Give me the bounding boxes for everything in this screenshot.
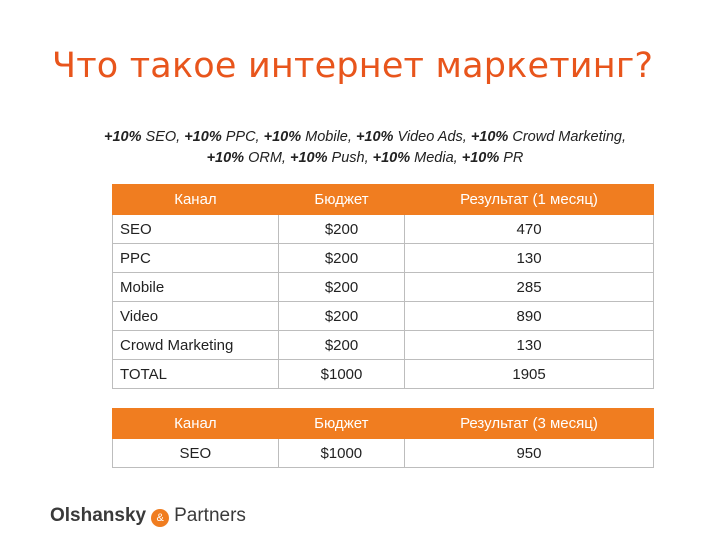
subtitle-label: Push, <box>327 150 373 166</box>
slide-title: Что такое интернет маркетинг? <box>52 46 654 86</box>
table-row: SEO $1000 950 <box>112 438 655 468</box>
subtitle-item: +10% PR <box>462 150 524 166</box>
subtitle-pct: +10% <box>263 129 302 145</box>
cell-result: 470 <box>404 214 654 244</box>
subtitle-label: PPC, <box>221 129 264 145</box>
subtitle-label: SEO, <box>141 129 185 145</box>
table-row: PPC $200 130 <box>112 243 654 273</box>
cell-channel: SEO <box>112 214 279 244</box>
cell-budget: $200 <box>277 301 406 331</box>
subtitle-line-1: +10% SEO, +10% PPC, +10% Mobile, +10% Vi… <box>60 127 670 148</box>
subtitle-item: +10% PPC, <box>184 129 263 145</box>
column-header-result: Результат (1 месяц) <box>404 184 654 215</box>
subtitle-pct: +10% <box>355 129 394 145</box>
cell-channel: TOTAL <box>112 359 279 389</box>
cell-result: 130 <box>404 330 654 360</box>
subtitle-label: Media, <box>410 150 462 166</box>
table-row-total: TOTAL $1000 1905 <box>112 359 654 389</box>
subtitle-pct: +10% <box>290 150 328 166</box>
cell-channel: SEO <box>112 438 279 468</box>
subtitle-item: +10% Video Ads, <box>356 129 471 145</box>
subtitle-label: Crowd Marketing, <box>508 129 626 145</box>
subtitle-pct: +10% <box>184 129 222 145</box>
column-header-channel: Канал <box>112 408 279 439</box>
subtitle-item: +10% SEO, <box>104 129 184 145</box>
table-row: Crowd Marketing $200 130 <box>112 330 654 360</box>
cell-channel: Crowd Marketing <box>112 330 279 360</box>
company-logo: Olshansky & Partners <box>50 500 246 532</box>
cell-channel: Video <box>112 301 279 331</box>
cell-result: 130 <box>404 243 654 273</box>
column-header-budget: Бюджет <box>277 184 406 215</box>
column-header-budget: Бюджет <box>277 408 405 439</box>
logo-name: Olshansky <box>50 505 147 526</box>
cell-budget: $200 <box>277 272 406 302</box>
subtitle-item: +10% Push, <box>290 150 373 166</box>
cell-result: 950 <box>403 438 655 468</box>
subtitle-pct: +10% <box>461 150 500 166</box>
cell-budget: $1000 <box>277 438 405 468</box>
subtitle-pct: +10% <box>206 150 245 166</box>
subtitle-pct: +10% <box>104 129 142 145</box>
cell-result: 285 <box>404 272 654 302</box>
table-row: SEO $200 470 <box>112 214 654 244</box>
subtitle-item: +10% Media, <box>373 150 462 166</box>
subtitle-line-2: +10% ORM, +10% Push, +10% Media, +10% PR <box>60 148 670 169</box>
subtitle-pct: +10% <box>470 129 509 145</box>
quarterly-results-table: Канал Бюджет Результат (3 месяц) SEO $10… <box>112 408 655 468</box>
subtitle-label: PR <box>499 150 524 166</box>
subtitle-item: +10% Crowd Marketing, <box>471 129 626 145</box>
column-header-result: Результат (3 месяц) <box>403 408 655 439</box>
subtitle-pct: +10% <box>372 150 411 166</box>
logo-partners: Partners <box>174 505 246 526</box>
logo-ampersand-badge: & <box>151 509 170 527</box>
cell-budget: $200 <box>277 243 406 273</box>
cell-channel: Mobile <box>112 272 279 302</box>
cell-channel: PPC <box>112 243 279 273</box>
table-row: Video $200 890 <box>112 301 654 331</box>
subtitle-label: Video Ads, <box>393 129 471 145</box>
channels-subtitle: +10% SEO, +10% PPC, +10% Mobile, +10% Vi… <box>60 127 670 169</box>
cell-budget: $200 <box>277 214 406 244</box>
cell-result: 1905 <box>404 359 654 389</box>
cell-budget: $1000 <box>277 359 406 389</box>
cell-budget: $200 <box>277 330 406 360</box>
cell-result: 890 <box>404 301 654 331</box>
monthly-results-table: Канал Бюджет Результат (1 месяц) SEO $20… <box>112 184 654 389</box>
subtitle-item: +10% Mobile, <box>264 129 356 145</box>
subtitle-label: ORM, <box>244 150 290 166</box>
subtitle-item: +10% ORM, <box>207 150 290 166</box>
table-header-row: Канал Бюджет Результат (3 месяц) <box>112 408 655 439</box>
table-row: Mobile $200 285 <box>112 272 654 302</box>
subtitle-label: Mobile, <box>301 129 356 145</box>
column-header-channel: Канал <box>112 184 279 215</box>
table-header-row: Канал Бюджет Результат (1 месяц) <box>112 184 654 215</box>
